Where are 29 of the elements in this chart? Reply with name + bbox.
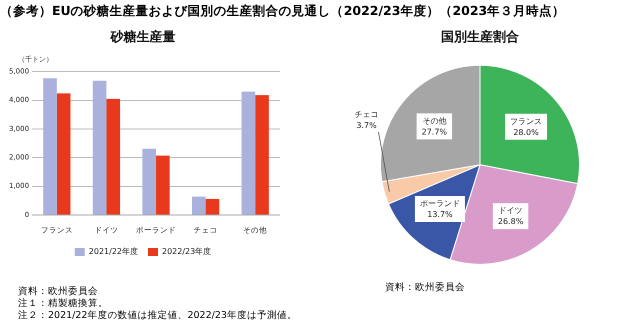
chart-title: 国別生産割合 [441,29,519,46]
slice-label: その他 [422,116,446,126]
bar [106,98,120,214]
legend-label: 2021/22年度 [88,247,138,256]
bar [43,78,57,214]
slice-label: チェコ [354,110,378,120]
bar [142,148,156,214]
slice-label: ポーランド [420,199,460,208]
text: 注１：精製糖換算。 [18,298,109,310]
bar [56,93,70,214]
bar [242,92,256,214]
chart-subtitle: 砂糖生産量 [110,29,176,46]
slice-label: フランス [510,116,542,126]
data-label: 3.7% [356,121,378,130]
data-label: 13.7% [427,210,454,220]
chart-title: （参考）EUの砂糖生産量および国別の生産割合の見通し（2022/23年度）（2023年３月時点） [0,3,566,20]
text: 資料：欧州委員会 [18,286,99,298]
data-label: 27.7% [422,127,448,136]
bar [92,80,106,214]
bar [156,156,170,214]
legend-label: 2022/23年度 [162,247,212,256]
bar [255,95,269,214]
bar [192,196,206,214]
bar [206,198,220,214]
data-label: 28.0% [513,128,540,137]
slice-label: ドイツ [498,206,523,216]
text: 資料：欧州委員会 [385,282,465,294]
text: 注２：2021/22年度の数値は推定値、2022/23年度は予測値。 [18,310,297,322]
data-label: 26.8% [498,217,524,226]
